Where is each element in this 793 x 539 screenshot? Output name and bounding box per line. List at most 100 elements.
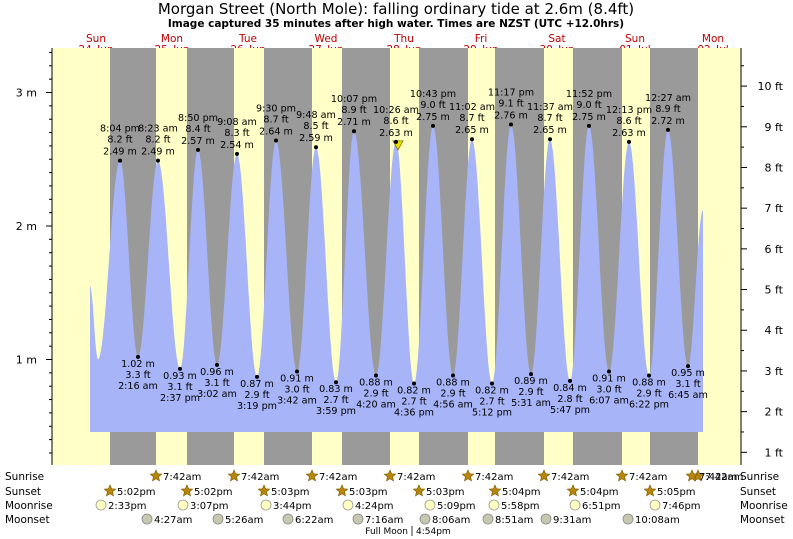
low-tide-meters: 0.93 m: [163, 371, 197, 382]
right-tick-label: 5 ft: [765, 284, 784, 297]
sunset-time: 5:03pm: [349, 487, 388, 498]
high-tide-feet: 8.3 ft: [224, 128, 250, 139]
chart-title: Morgan Street (North Mole): falling ordi…: [158, 0, 634, 18]
high-tide-time: 8:50 pm: [178, 113, 218, 124]
moonrise-time: 2:33pm: [108, 501, 147, 512]
high-tide-dot: [118, 158, 122, 163]
low-tide-time: 6:45 am: [668, 390, 708, 401]
high-tide-meters: 2.49 m: [141, 147, 175, 158]
high-tide-feet: 8.7 ft: [537, 113, 563, 124]
high-tide-meters: 2.63 m: [379, 128, 413, 139]
high-tide-meters: 2.65 m: [533, 125, 567, 136]
sunset-time: 5:02pm: [194, 487, 233, 498]
sun-star-icon: [335, 484, 349, 497]
low-tide-meters: 0.88 m: [436, 378, 470, 389]
high-tide-time: 9:30 pm: [256, 104, 296, 115]
low-tide-feet: 3.3 ft: [125, 370, 151, 381]
high-tide-time: 9:48 am: [296, 110, 336, 121]
high-tide-feet: 9.0 ft: [420, 100, 446, 111]
sun-star-icon: [412, 484, 426, 497]
low-tide-time: 2:16 am: [118, 381, 158, 392]
sun-star-icon: [615, 469, 629, 482]
high-tide-feet: 8.9 ft: [655, 104, 681, 115]
moonset-time: 7:16am: [365, 515, 403, 526]
axes: 1 m 2 m 3 m 1 ft 2 ft 3 ft 4 ft 5 ft 6 ft 7 ft 8 f…: [16, 48, 784, 465]
low-tide-feet: 2.7 ft: [479, 397, 505, 408]
low-tide-dot: [374, 373, 378, 378]
moonrise-row-label: Moonrise: [5, 500, 53, 512]
low-tide-time: 4:20 am: [356, 400, 396, 411]
moonrise-time: 3:07pm: [190, 501, 229, 512]
sun-star-icon: [488, 484, 502, 497]
low-tide-time: 6:07 am: [589, 396, 629, 407]
high-tide-meters: 2.71 m: [337, 117, 371, 128]
low-tide-meters: 0.96 m: [200, 367, 234, 378]
high-tide-time: 11:52 pm: [566, 89, 612, 100]
low-tide-meters: 0.84 m: [553, 383, 587, 394]
moonrise-icon: [342, 499, 354, 511]
moonset-icon: [482, 513, 494, 525]
right-tick-label: 9 ft: [765, 121, 784, 134]
sun-star-icon: [227, 469, 241, 482]
high-tide-time: 8:04 pm: [100, 124, 140, 135]
low-tide-feet: 3.0 ft: [284, 385, 310, 396]
low-tide-feet: 2.7 ft: [323, 395, 349, 406]
moonset-icon: [212, 513, 224, 525]
high-tide-time: 11:37 am: [527, 102, 573, 113]
low-tide-time: 5:47 pm: [550, 405, 590, 416]
low-tide-dot: [529, 372, 533, 377]
sunrise-time: 7:42am: [319, 472, 357, 483]
sun-star-icon: [566, 484, 580, 497]
high-tide-time: 8:23 am: [138, 124, 178, 135]
left-tick-label: 2 m: [16, 220, 37, 233]
high-tide-meters: 2.57 m: [181, 136, 215, 147]
day-name: Mon: [161, 33, 183, 45]
high-tide-meters: 2.64 m: [259, 127, 293, 138]
moonrise-icon: [424, 499, 436, 511]
moonset-time: 6:22am: [295, 515, 333, 526]
right-tick-label: 3 ft: [765, 365, 784, 378]
day-name: Sun: [86, 33, 106, 45]
right-tick-label: 7 ft: [765, 202, 784, 215]
high-tide-dot: [431, 123, 435, 128]
high-tide-meters: 2.75 m: [416, 112, 450, 123]
low-tide-feet: 2.9 ft: [636, 389, 662, 400]
right-tick-label: 10 ft: [758, 80, 784, 93]
sunset-time: 5:02pm: [117, 487, 156, 498]
moonset-icon: [141, 513, 153, 525]
high-tide-feet: 8.4 ft: [185, 124, 211, 135]
sun-star-icon: [685, 469, 699, 482]
low-tide-time: 3:59 pm: [316, 406, 356, 417]
low-tide-feet: 2.9 ft: [244, 390, 270, 401]
high-tide-meters: 2.76 m: [494, 111, 528, 122]
high-tide-time: 10:07 pm: [331, 94, 377, 105]
low-tide-feet: 2.9 ft: [518, 387, 544, 398]
low-tide-meters: 0.88 m: [359, 378, 393, 389]
sunset-time: 5:05pm: [657, 487, 696, 498]
low-tide-dot: [451, 373, 455, 378]
high-tide-time: 10:43 pm: [410, 89, 456, 100]
high-tide-feet: 8.6 ft: [616, 116, 642, 127]
high-tide-dot: [470, 137, 474, 142]
high-tide-meters: 2.75 m: [572, 112, 606, 123]
sunrise-time: 7:42am: [241, 472, 279, 483]
low-tide-dot: [136, 354, 140, 359]
moonset-time: 4:27am: [154, 515, 192, 526]
moonset-icon: [622, 513, 634, 525]
low-tide-time: 2:37 pm: [160, 393, 200, 404]
day-name: Thu: [393, 33, 414, 45]
moon-phase-time: 4:54pm: [416, 527, 451, 537]
sun-star-icon: [149, 469, 163, 482]
low-tide-feet: 3.1 ft: [167, 382, 193, 393]
left-tick-label: 3 m: [16, 87, 37, 100]
moonrise-icon: [95, 499, 107, 511]
moonrise-icon: [488, 499, 500, 511]
high-tide-meters: 2.63 m: [612, 128, 646, 139]
sun-star-icon: [257, 484, 271, 497]
sunrise-time: 7:42am: [475, 472, 513, 483]
low-tide-meters: 0.82 m: [475, 386, 509, 397]
low-tide-meters: 0.95 m: [671, 368, 705, 379]
high-tide-dot: [352, 129, 356, 134]
low-tide-dot: [255, 374, 259, 379]
